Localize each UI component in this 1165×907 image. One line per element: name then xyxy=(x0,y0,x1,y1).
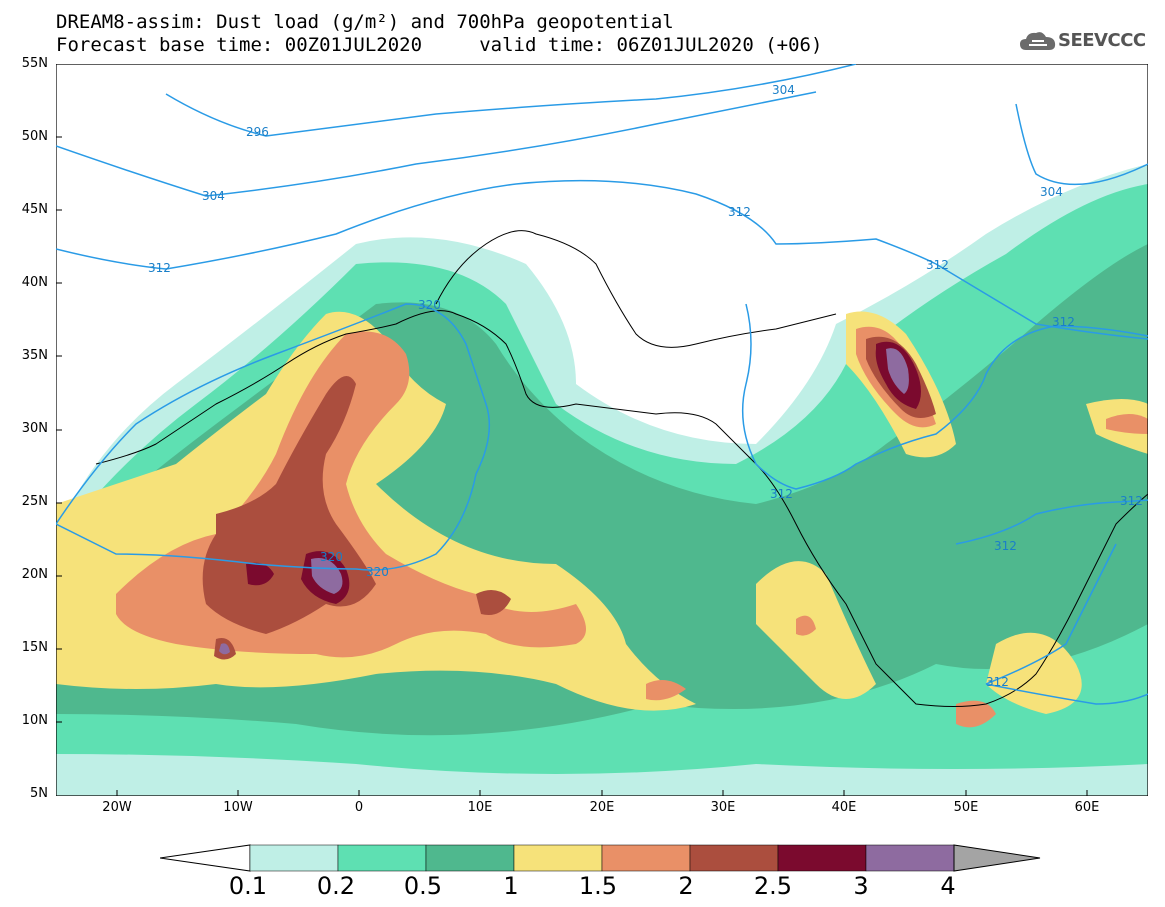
lon-label: 40E xyxy=(831,800,857,815)
colorbar-label: 4 xyxy=(940,872,956,900)
dust-shading xyxy=(56,164,1148,796)
lat-label: 55N xyxy=(21,56,48,71)
lon-label: 10W xyxy=(223,800,253,815)
colorbar-label: 0.2 xyxy=(316,872,356,900)
lon-label: 10E xyxy=(467,800,493,815)
lat-label: 15N xyxy=(21,640,48,655)
lat-label: 50N xyxy=(21,129,48,144)
colorbar-label: 2 xyxy=(678,872,694,900)
map-title: DREAM8-assim: Dust load (g/m²) and 700hP… xyxy=(56,11,674,33)
contour-label: 304 xyxy=(202,189,225,203)
lon-label: 60E xyxy=(1074,800,1100,815)
geopotential-contours xyxy=(56,64,1148,705)
contour-label: 312 xyxy=(926,258,949,272)
colorbar-label: 0.1 xyxy=(228,872,268,900)
lon-label: 20E xyxy=(589,800,615,815)
lat-label: 25N xyxy=(21,494,48,509)
forecast-times: Forecast base time: 00Z01JUL2020 valid t… xyxy=(56,34,823,56)
colorbar xyxy=(160,844,1041,872)
dust-level-3 xyxy=(311,558,343,594)
contour-label: 304 xyxy=(1040,185,1063,199)
coastlines xyxy=(56,64,1148,796)
contour-label: 320 xyxy=(418,298,441,312)
colorbar-label: 1 xyxy=(503,872,519,900)
colorbar-over-arrow xyxy=(953,844,1041,872)
lat-label: 45N xyxy=(21,202,48,217)
colorbar-under-arrow xyxy=(160,844,251,872)
colorbar-segment xyxy=(865,844,955,872)
colorbar-label: 0.5 xyxy=(403,872,443,900)
contour-label: 312 xyxy=(986,675,1009,689)
lat-label: 20N xyxy=(21,567,48,582)
colorbar-label: 1.5 xyxy=(578,872,618,900)
lon-label: 0 xyxy=(354,800,364,815)
lon-label: 50E xyxy=(953,800,979,815)
axis-ticks xyxy=(56,64,1088,796)
colorbar-segment xyxy=(249,844,339,872)
colorbar-segment xyxy=(601,844,691,872)
colorbar-segment xyxy=(513,844,603,872)
colorbar-segment xyxy=(689,844,779,872)
colorbar-label: 2.5 xyxy=(753,872,793,900)
colorbar-segment xyxy=(777,844,867,872)
lon-label: 20W xyxy=(102,800,132,815)
contour-label: 304 xyxy=(772,83,795,97)
lon-label: 30E xyxy=(710,800,736,815)
lat-label: 30N xyxy=(21,421,48,436)
contour-label: 312 xyxy=(1052,315,1075,329)
contour-label: 312 xyxy=(148,261,171,275)
cloud-icon xyxy=(1020,32,1056,50)
contour-label: 312 xyxy=(994,539,1017,553)
lat-label: 40N xyxy=(21,275,48,290)
lat-label: 5N xyxy=(30,786,48,801)
logo-text: SEEVCCC xyxy=(1058,30,1146,51)
lat-label: 35N xyxy=(21,348,48,363)
contour-label: 296 xyxy=(246,125,269,139)
contour-label: 320 xyxy=(366,565,389,579)
colorbar-label: 3 xyxy=(853,872,869,900)
contour-label: 320 xyxy=(320,550,343,564)
contour-label: 312 xyxy=(1120,494,1143,508)
contour-labels: 296 304 304 304 312 312 312 312 312 312 … xyxy=(148,83,1143,689)
contour-label: 312 xyxy=(728,205,751,219)
colorbar-segment xyxy=(425,844,515,872)
colorbar-segment xyxy=(337,844,427,872)
contour-label: 312 xyxy=(770,487,793,501)
dust-load-map: 296 304 304 304 312 312 312 312 312 312 … xyxy=(56,64,1148,796)
lat-label: 10N xyxy=(21,713,48,728)
